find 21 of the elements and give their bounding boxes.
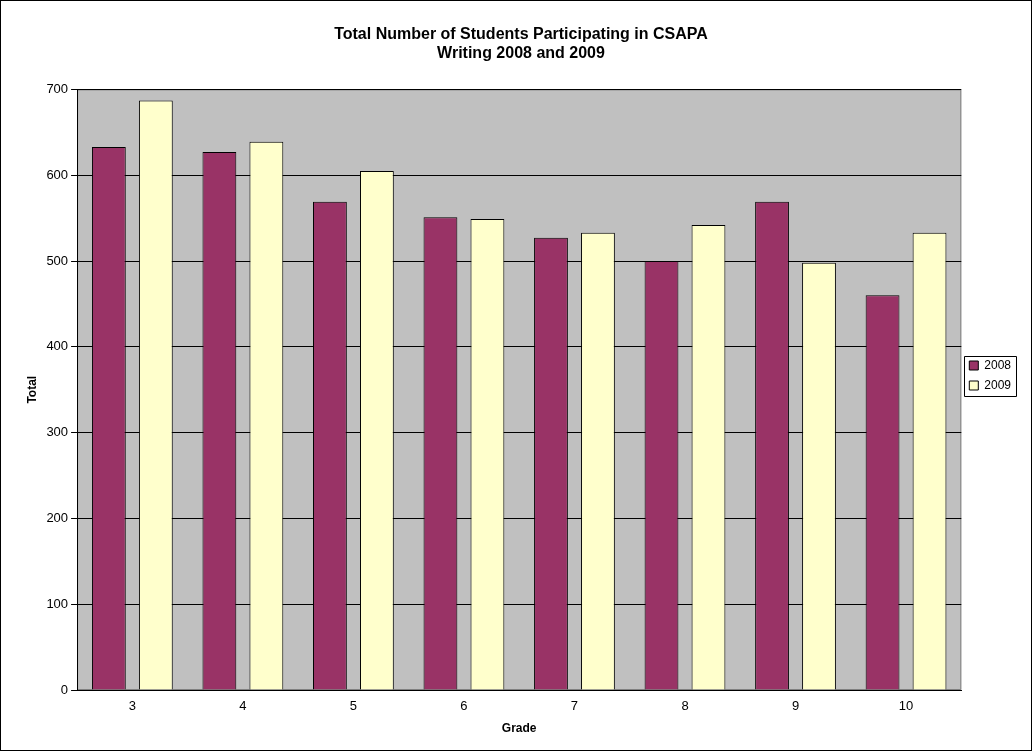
y-tick-label: 300 <box>46 424 69 440</box>
x-axis-title: Grade <box>501 721 537 736</box>
x-tick-label: 7 <box>570 698 579 714</box>
x-tick-label: 8 <box>681 698 689 714</box>
y-tick-label: 400 <box>46 338 69 354</box>
x-tick-label: 3 <box>128 698 136 714</box>
x-tick-label: 6 <box>460 698 468 714</box>
legend-label: 2009 <box>984 377 1012 392</box>
x-tick-label: 4 <box>239 698 247 714</box>
y-tick-label: 500 <box>46 252 69 268</box>
x-tick-label: 10 <box>898 698 914 714</box>
y-tick-label: 100 <box>46 595 69 611</box>
x-tick-label: 9 <box>791 698 800 714</box>
y-tick-label: 600 <box>46 166 69 182</box>
y-axis-title: Total <box>24 375 39 404</box>
legend-label: 2008 <box>984 357 1012 372</box>
chart-title: Total Number of Students Participating in CSAPA Writing 2008 and 2009 <box>334 25 709 62</box>
y-tick-label: 0 <box>60 681 69 697</box>
y-tick-label: 200 <box>46 509 69 525</box>
y-tick-label: 700 <box>46 80 69 96</box>
x-tick-label: 5 <box>349 698 358 714</box>
